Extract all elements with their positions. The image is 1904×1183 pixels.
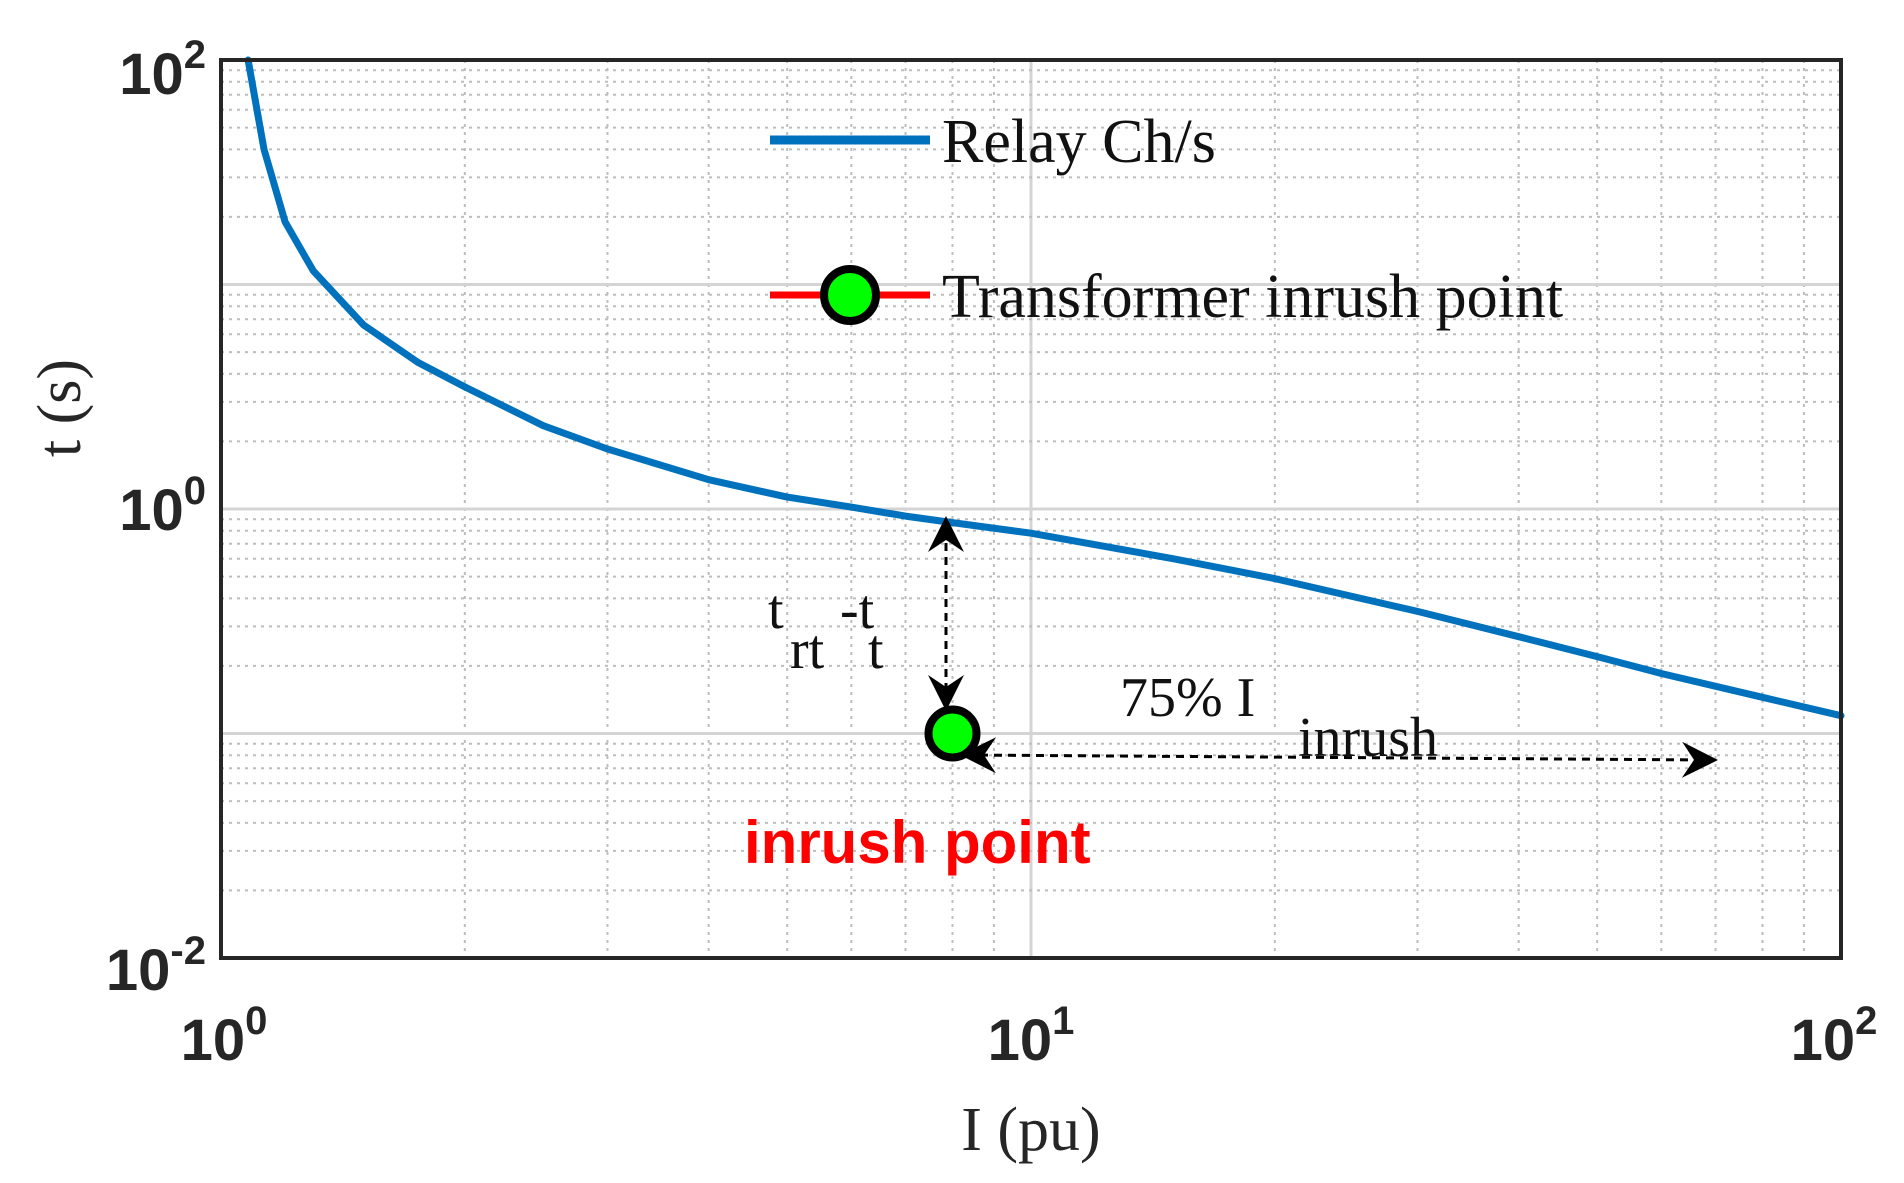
relay-curve [244,56,1845,720]
inrush-point-layer [924,705,981,762]
current-range-arrow [960,737,1718,778]
x-tick-label-100: 102 [1791,999,1878,1073]
legend-label-relay: Relay Ch/s [942,108,1216,176]
time-diff-sub1: rt [790,619,825,681]
annotation-arrows [928,516,1718,778]
legend-label-inrush: Transformer inrush point [942,263,1563,331]
y-axis-title: t (s) [26,359,94,457]
y-tick-label-0.01: 10-2 [106,929,206,1003]
plot-frame [219,58,1843,960]
x-tick-label-10: 101 [988,999,1075,1073]
current-label-sub: inrush [1298,707,1438,769]
x-tick-label-1: 100 [181,999,268,1073]
y-axis-tick-labels: 10-2 100 102 [106,33,206,1003]
y-tick-label-100: 102 [119,33,206,107]
relay-curve-layer [244,56,1845,720]
x-axis-title: I (pu) [961,1096,1100,1164]
inrush-point-marker [924,705,981,762]
current-label: 75% I inrush [1120,667,1438,769]
time-diff-sep: -t [840,579,875,641]
current-label-main: 75% I [1120,667,1255,729]
legend-marker-inrush [820,265,880,325]
inrush-point-label: inrush point [744,809,1091,876]
time-diff-t1: t [768,579,784,641]
legend: Relay Ch/s Transformer inrush point [770,108,1563,331]
y-tick-label-1: 100 [119,469,206,543]
x-axis-tick-labels: 100 101 102 [181,999,1878,1073]
time-difference-label: t rt -t t [768,579,884,681]
time-diff-sub2: t [868,619,884,681]
